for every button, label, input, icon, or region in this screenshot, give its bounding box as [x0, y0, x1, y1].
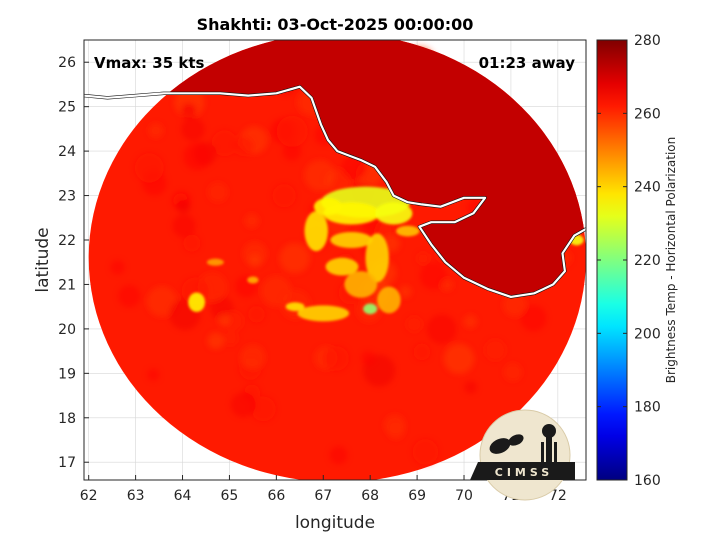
x-tick-label: 70	[455, 488, 473, 504]
satellite-dish-icon	[489, 438, 511, 454]
y-tick-label: 22	[58, 233, 76, 249]
y-tick-label: 20	[58, 322, 76, 338]
convection-cell	[285, 302, 305, 312]
x-tick-label: 72	[549, 488, 567, 504]
colorbar-tick-label: 160	[634, 473, 661, 489]
water-tower-icon	[542, 424, 556, 438]
x-tick-label: 69	[408, 488, 426, 504]
x-tick-label: 68	[361, 488, 379, 504]
convection-cell	[395, 225, 420, 237]
colorbar-tick-label: 240	[634, 180, 661, 196]
convection-cell	[325, 257, 359, 276]
y-tick-label: 25	[58, 100, 76, 116]
convection-cell	[365, 233, 389, 283]
y-tick-label: 18	[58, 411, 76, 427]
convection-cell	[206, 258, 224, 266]
colorbar-tick-label: 260	[634, 106, 661, 122]
vmax-annotation: Vmax: 35 kts	[94, 54, 204, 72]
time-away-annotation: 01:23 away	[479, 54, 576, 72]
chart-title: Shakhti: 03-Oct-2025 00:00:00	[197, 15, 474, 34]
colorbar-label: Brightness Temp - Horizontal Polarizatio…	[664, 137, 678, 384]
convection-cell	[297, 305, 350, 322]
cimss-logo: CIMSS	[470, 409, 575, 501]
x-tick-label: 67	[314, 488, 332, 504]
convection-cell	[374, 202, 413, 225]
convection-cell	[377, 286, 401, 314]
colorbar-tick-label: 200	[634, 326, 661, 342]
convection-cell	[344, 271, 378, 298]
y-tick-label: 26	[58, 55, 76, 71]
colorbar-ticks: 160 180 200 220 240 260 280	[597, 33, 661, 489]
convection-cell	[304, 211, 328, 252]
colorbar-tick-label: 220	[634, 253, 661, 269]
y-axis-label: latitude	[33, 227, 53, 292]
convection-cell	[313, 197, 343, 216]
land-region	[88, 40, 586, 297]
convection-cell	[247, 276, 259, 284]
convection-cell	[188, 292, 206, 312]
x-tick-label: 66	[267, 488, 285, 504]
x-tick-label: 65	[221, 488, 239, 504]
y-tick-label: 24	[58, 144, 76, 160]
colorbar	[596, 39, 628, 481]
convection-features	[188, 186, 584, 322]
convection-cell	[330, 232, 373, 248]
y-tick-label: 17	[58, 455, 76, 471]
x-tick-label: 62	[80, 488, 98, 504]
y-axis: 17 18 19 20 21 22 23 24 25 26	[58, 55, 89, 471]
convection-cell	[363, 303, 378, 315]
y-tick-label: 23	[58, 189, 76, 205]
colorbar-tick-label: 280	[634, 33, 661, 49]
x-tick-label: 64	[174, 488, 192, 504]
y-tick-label: 21	[58, 277, 76, 293]
colorbar-tick-label: 180	[634, 400, 661, 416]
x-tick-label: 63	[127, 488, 145, 504]
plot-frame	[83, 39, 587, 481]
x-axis-label: longitude	[295, 513, 375, 533]
y-tick-label: 19	[58, 366, 76, 382]
logo-text: CIMSS	[495, 466, 553, 479]
coastline	[84, 85, 586, 298]
